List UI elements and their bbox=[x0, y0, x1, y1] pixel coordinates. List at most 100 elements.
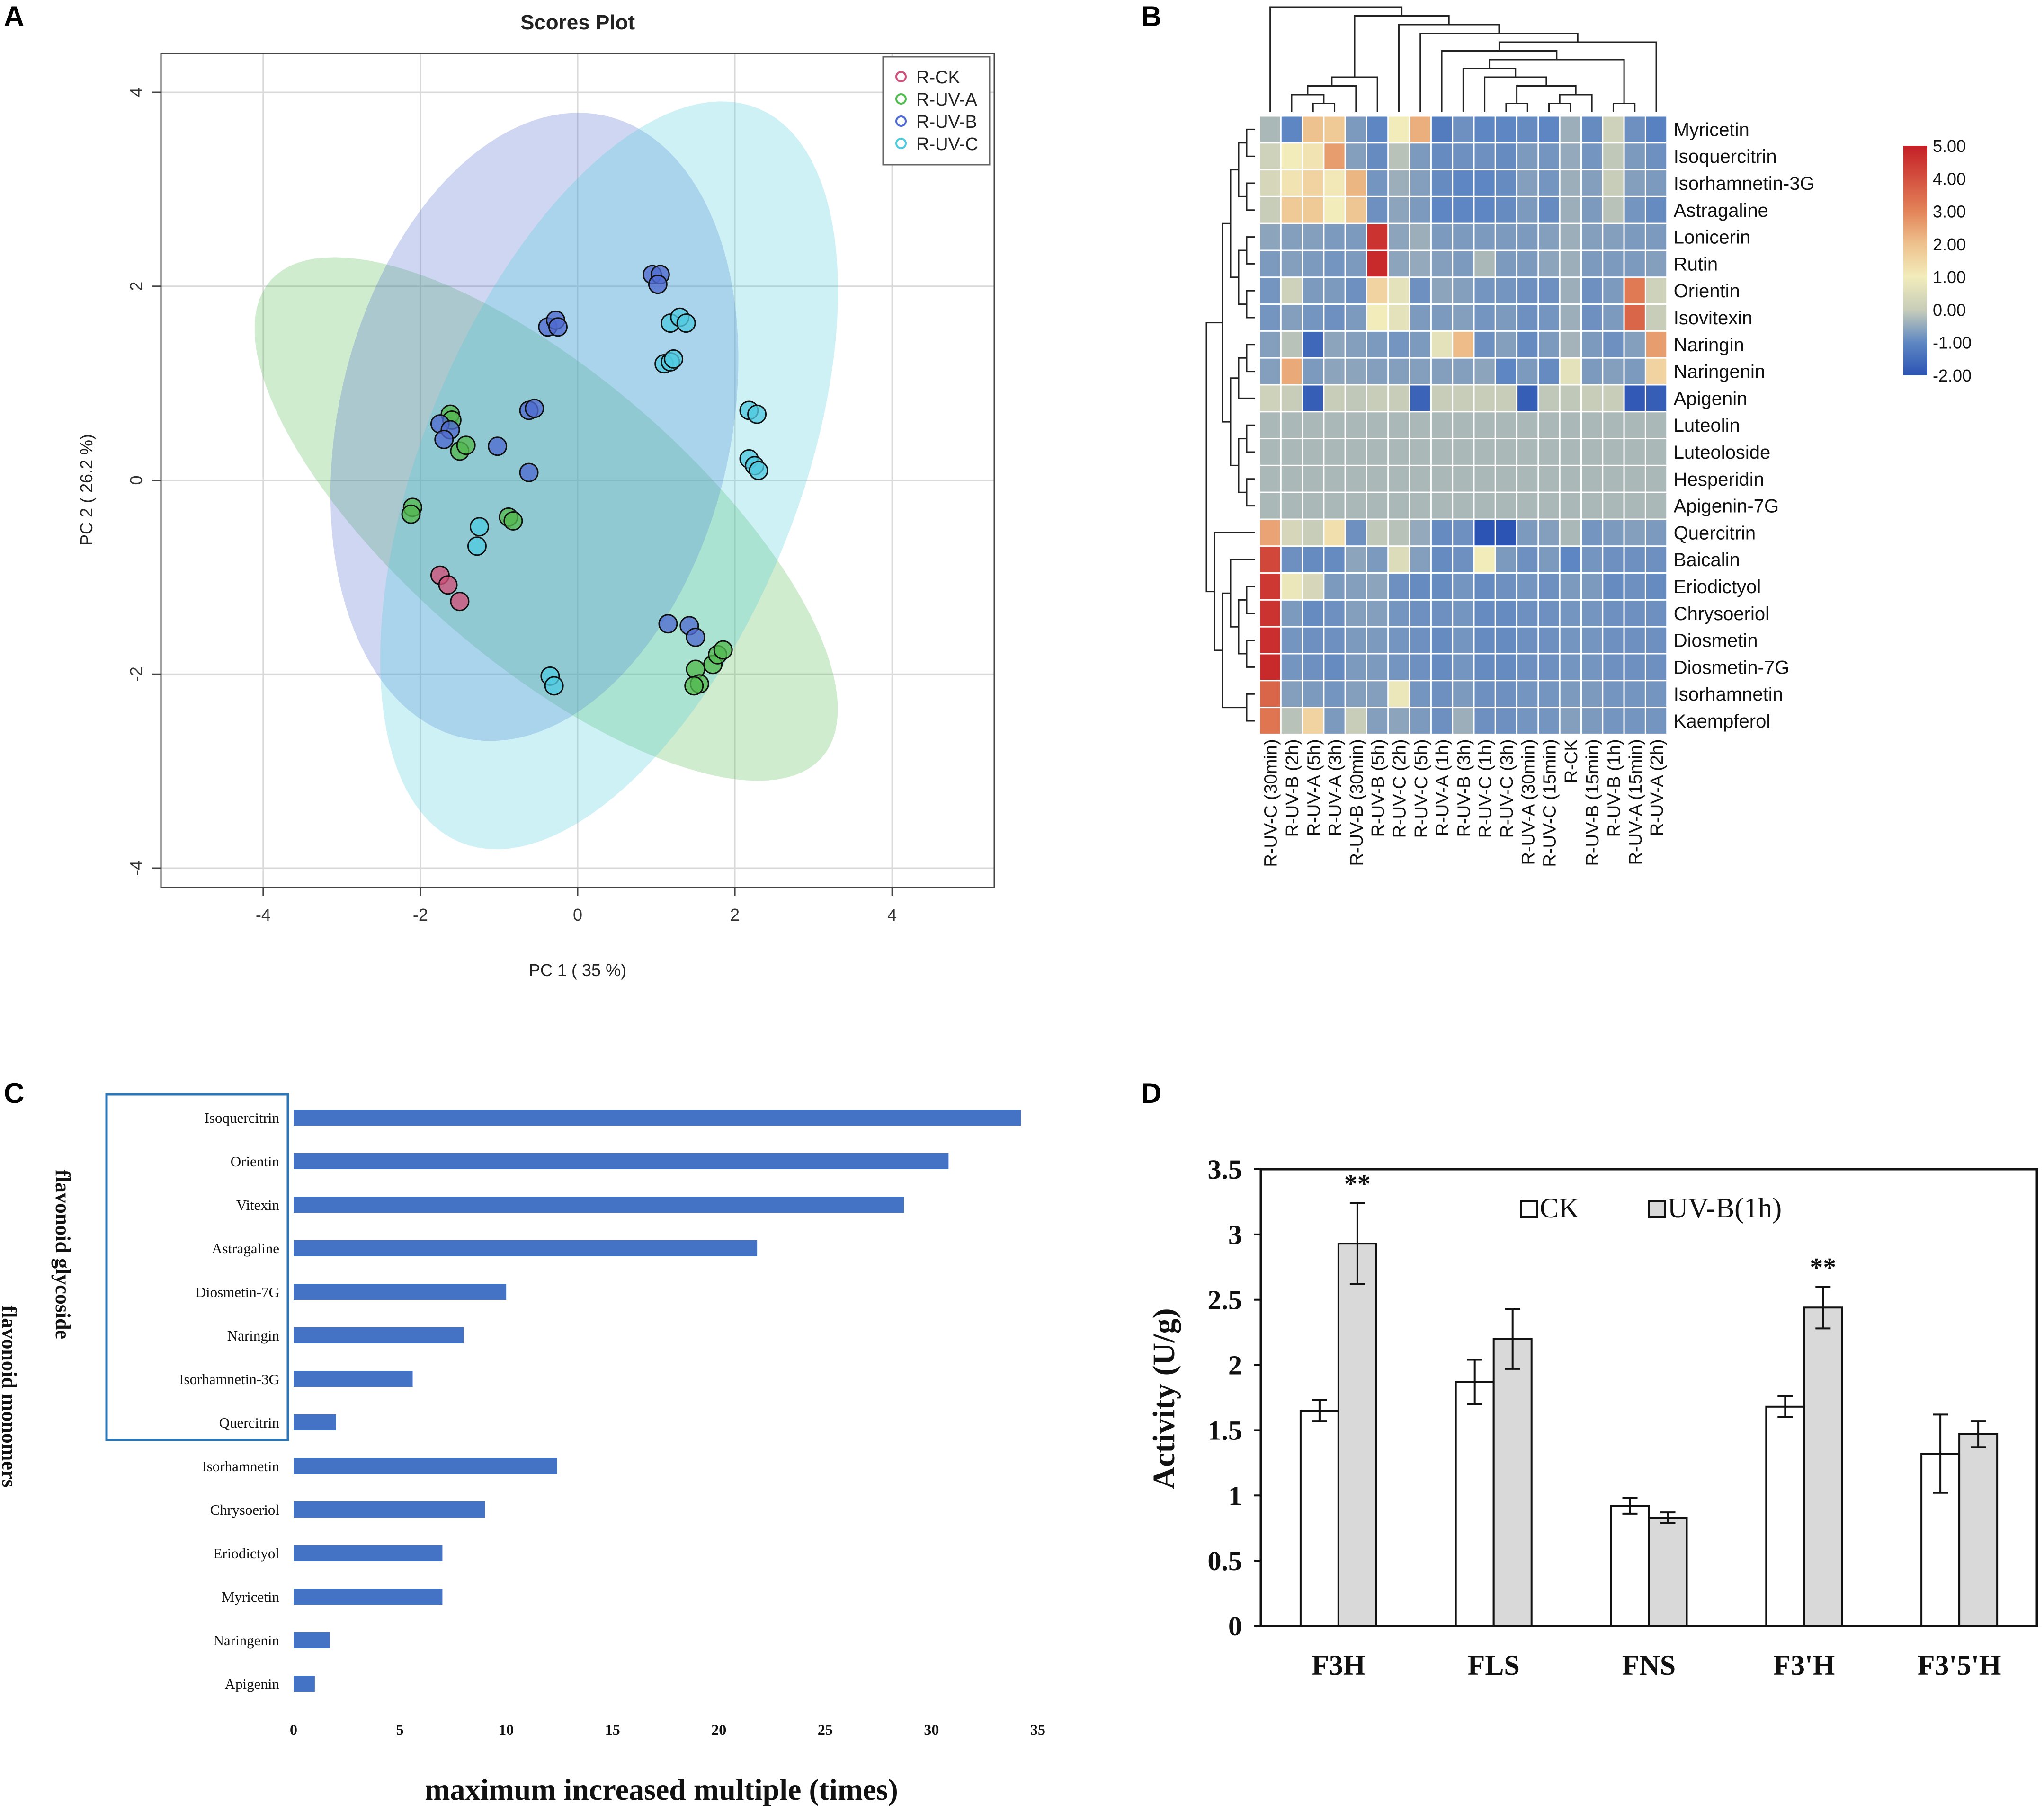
heatmap-cell-luteolin-11 bbox=[1494, 411, 1518, 440]
point-r-uv-a-7 bbox=[503, 511, 523, 531]
point-r-uv-b-12 bbox=[648, 275, 668, 294]
point-r-uv-b-5 bbox=[525, 399, 544, 418]
heatmap-cell-isoquercitrin-9 bbox=[1452, 142, 1475, 171]
heatmap-cell-chrysoeriol-16 bbox=[1602, 599, 1625, 628]
heatmap-cell-apigenin-17 bbox=[1623, 384, 1646, 413]
heatmap-cell-astragaline-3 bbox=[1323, 195, 1346, 224]
heatmap-cell-isorhamnetin-3g-16 bbox=[1602, 169, 1625, 197]
point-r-uv-b-6 bbox=[519, 462, 539, 482]
heatmap-cell-orientin-7 bbox=[1409, 276, 1432, 305]
heatmap-cell-diosmetin-13 bbox=[1537, 626, 1561, 655]
heatmap-cell-diosmetin-7g-16 bbox=[1602, 653, 1625, 682]
heatmap-cell-isorhamnetin-3g-2 bbox=[1302, 169, 1325, 197]
heatmap-cell-apigenin-7g-4 bbox=[1344, 491, 1367, 520]
heatmap-cell-luteolin-0 bbox=[1259, 411, 1282, 440]
color-scale-tick-1-00: 1.00 bbox=[1933, 267, 1966, 287]
heatmap-cell-astragaline-16 bbox=[1602, 195, 1625, 224]
legend-label-r-uv-a: R-UV-A bbox=[916, 90, 977, 110]
heatmap-cell-apigenin-7g-10 bbox=[1473, 491, 1496, 520]
heatmap-cell-isorhamnetin-18 bbox=[1644, 680, 1668, 709]
heatmap-cell-naringin-1 bbox=[1280, 330, 1303, 359]
heatmap-cell-isorhamnetin-1 bbox=[1280, 680, 1303, 709]
column-tree-branch-14 bbox=[1307, 85, 1357, 112]
heatmap-cell-isorhamnetin-0 bbox=[1259, 680, 1282, 709]
c-category-label-isorhamnetin: Isorhamnetin bbox=[202, 1458, 279, 1474]
heatmap-cell-apigenin-2 bbox=[1302, 384, 1325, 413]
row-tree-branch-4 bbox=[1246, 290, 1255, 319]
panel-letter-d: D bbox=[1141, 1077, 1161, 1109]
heatmap-cell-hesperidin-9 bbox=[1452, 464, 1475, 493]
d-error-bar-f3-h-uv-b-1h bbox=[1815, 1286, 1831, 1330]
heatmap-cell-luteolin-2 bbox=[1302, 411, 1325, 440]
heatmap-cell-eriodictyol-14 bbox=[1559, 572, 1582, 601]
heatmap-row-label-isorhamnetin: Isorhamnetin bbox=[1674, 684, 1783, 705]
heatmap-cell-isorhamnetin-6 bbox=[1387, 680, 1410, 709]
heatmap-cell-lonicerin-5 bbox=[1366, 222, 1389, 251]
heatmap-cell-rutin-10 bbox=[1473, 249, 1496, 278]
d-category-label-f3-h: F3'H bbox=[1773, 1650, 1835, 1681]
c-x-tick-label-0: 0 bbox=[290, 1721, 297, 1738]
heatmap-cell-orientin-17 bbox=[1623, 276, 1646, 305]
heatmap-cell-chrysoeriol-8 bbox=[1430, 599, 1454, 628]
column-tree-branch-5 bbox=[1484, 76, 1547, 112]
heatmap-cell-isovitexin-11 bbox=[1494, 303, 1518, 332]
heatmap-row-label-eriodictyol: Eriodictyol bbox=[1674, 577, 1761, 597]
heatmap-cell-diosmetin-7g-2 bbox=[1302, 653, 1325, 682]
heatmap-cell-isovitexin-9 bbox=[1452, 303, 1475, 332]
heatmap-cell-kaempferol-14 bbox=[1559, 707, 1582, 735]
y-tick-label-4: 4 bbox=[126, 88, 146, 97]
heatmap-cell-luteoloside-1 bbox=[1280, 438, 1303, 466]
heatmap-cell-isovitexin-6 bbox=[1387, 303, 1410, 332]
heatmap-cell-diosmetin-7g-17 bbox=[1623, 653, 1646, 682]
heatmap-cell-kaempferol-6 bbox=[1387, 707, 1410, 735]
heatmap-column-label-10: R-UV-C (1h) bbox=[1476, 739, 1496, 838]
heatmap-cell-luteolin-5 bbox=[1366, 411, 1389, 440]
heatmap-cell-isorhamnetin-3g-14 bbox=[1559, 169, 1582, 197]
heatmap-cell-apigenin-7g-1 bbox=[1280, 491, 1303, 520]
heatmap-cell-chrysoeriol-14 bbox=[1559, 599, 1582, 628]
heatmap-cell-apigenin-4 bbox=[1344, 384, 1367, 413]
heatmap-row-label-orientin: Orientin bbox=[1674, 281, 1740, 302]
heatmap-cell-orientin-9 bbox=[1452, 276, 1475, 305]
heatmap-cell-orientin-2 bbox=[1302, 276, 1325, 305]
row-tree-branch-21 bbox=[1205, 322, 1223, 593]
heatmap-cell-isoquercitrin-17 bbox=[1623, 142, 1646, 171]
heatmap-cell-hesperidin-16 bbox=[1602, 464, 1625, 493]
heatmap-row-label-luteolin: Luteolin bbox=[1674, 415, 1740, 436]
d-bar-f3h-ck bbox=[1299, 1410, 1339, 1627]
heatmap-cell-isoquercitrin-1 bbox=[1280, 142, 1303, 171]
heatmap-row-label-chrysoeriol: Chrysoeriol bbox=[1674, 604, 1769, 624]
heatmap-cell-naringenin-12 bbox=[1516, 357, 1539, 386]
point-r-uv-a-12 bbox=[713, 640, 733, 660]
heatmap-cell-lonicerin-12 bbox=[1516, 222, 1539, 251]
heatmap-cell-isorhamnetin-4 bbox=[1344, 680, 1367, 709]
c-bar-apigenin bbox=[294, 1676, 315, 1692]
point-r-uv-b-3 bbox=[488, 436, 508, 456]
heatmap-cell-chrysoeriol-5 bbox=[1366, 599, 1389, 628]
heatmap-cell-naringenin-13 bbox=[1537, 357, 1561, 386]
heatmap-cell-luteoloside-12 bbox=[1516, 438, 1539, 466]
point-r-uv-b-2 bbox=[434, 429, 454, 449]
y-tick-label-2: 2 bbox=[126, 282, 146, 291]
heatmap-cell-isorhamnetin-14 bbox=[1559, 680, 1582, 709]
row-tree-branch-10 bbox=[1246, 478, 1255, 507]
heatmap-cell-naringenin-8 bbox=[1430, 357, 1454, 386]
heatmap-cell-hesperidin-10 bbox=[1473, 464, 1496, 493]
heatmap-cell-hesperidin-15 bbox=[1580, 464, 1604, 493]
heatmap-cell-quercitrin-16 bbox=[1602, 518, 1625, 547]
row-tree-branch-9 bbox=[1246, 424, 1255, 453]
heatmap-cell-isorhamnetin-17 bbox=[1623, 680, 1646, 709]
heatmap-cell-astragaline-9 bbox=[1452, 195, 1475, 224]
heatmap-cell-isorhamnetin-3g-6 bbox=[1387, 169, 1410, 197]
heatmap-cell-isorhamnetin-3g-3 bbox=[1323, 169, 1346, 197]
heatmap-cell-hesperidin-0 bbox=[1259, 464, 1282, 493]
heatmap-cell-eriodictyol-8 bbox=[1430, 572, 1454, 601]
point-r-uv-c-1 bbox=[467, 536, 487, 556]
pca-y-axis-label: PC 2 ( 26.2 %) bbox=[77, 434, 96, 546]
legend-label-r-uv-b: R-UV-B bbox=[916, 112, 977, 132]
heatmap-cell-diosmetin-5 bbox=[1366, 626, 1389, 655]
heatmap-cell-kaempferol-18 bbox=[1644, 707, 1668, 735]
group-label-monomers: flavonoid monomers bbox=[0, 1306, 21, 1488]
heatmap-cell-rutin-7 bbox=[1409, 249, 1432, 278]
heatmap-cell-kaempferol-8 bbox=[1430, 707, 1454, 735]
